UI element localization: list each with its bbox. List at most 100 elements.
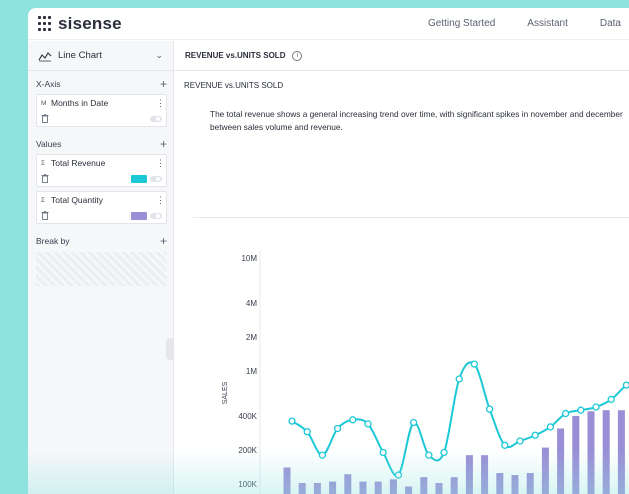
field-card-total-quantity[interactable]: Σ Total Quantity ⋮ (36, 191, 167, 224)
section-divider (193, 217, 629, 218)
nav-data[interactable]: Data (599, 18, 621, 29)
revenue-point (349, 416, 357, 424)
add-value-icon[interactable]: + (159, 137, 167, 151)
values-section: Values + Σ Total Revenue ⋮ Σ Total Q (28, 131, 173, 228)
quantity-bar (481, 455, 489, 494)
y-tick-label: 4M (246, 299, 257, 308)
narrative-text: The total revenue shows a general increa… (210, 108, 629, 134)
logo-icon (38, 16, 52, 32)
break-by-label: Break by (36, 236, 70, 246)
field-toggle[interactable] (150, 212, 162, 219)
more-options-icon[interactable]: ⋮ (156, 194, 165, 205)
more-options-icon[interactable]: ⋮ (156, 157, 165, 168)
nav-getting-started[interactable]: Getting Started (428, 18, 496, 29)
x-axis-label: X-Axis (36, 79, 61, 89)
widget-canvas: REVENUE vs.UNITS SOLD i REVENUE vs.UNITS… (175, 41, 629, 494)
line-chart-icon (38, 51, 52, 61)
narrative-line-1: The total revenue shows a general increa… (210, 109, 623, 119)
top-nav: Getting Started Assistant Data (428, 18, 621, 29)
quantity-bar (496, 473, 504, 494)
y-tick-label: 10M (241, 254, 257, 263)
revenue-point (394, 471, 403, 479)
chart-type-label: Line Chart (58, 50, 102, 61)
quantity-bar (313, 483, 321, 494)
revenue-point (364, 420, 372, 428)
revenue-point (409, 418, 418, 427)
trash-icon[interactable] (41, 174, 49, 183)
trash-icon[interactable] (41, 114, 49, 123)
quantity-bar (405, 486, 413, 494)
more-options-icon[interactable]: ⋮ (156, 97, 165, 108)
revenue-point (440, 448, 448, 457)
revenue-point (592, 403, 600, 411)
sidebar-collapse-handle[interactable] (166, 338, 174, 360)
field-toggle[interactable] (150, 175, 162, 182)
quantity-bar (602, 410, 610, 494)
info-icon[interactable]: i (292, 50, 303, 61)
revenue-point (425, 451, 433, 459)
trash-icon[interactable] (41, 211, 49, 220)
sisense-logo[interactable]: sisense (38, 14, 122, 34)
field-toggle[interactable] (150, 115, 162, 122)
widget-header: REVENUE vs.UNITS SOLD i (175, 41, 629, 71)
quantity-bar (389, 479, 397, 494)
quantity-bar (465, 455, 473, 494)
color-swatch[interactable] (131, 174, 147, 183)
revenue-units-chart: 10M 4M 2M 1M 400K 200K 100K SALES (222, 251, 629, 494)
revenue-point (470, 360, 479, 368)
field-card-total-revenue[interactable]: Σ Total Revenue ⋮ (36, 154, 167, 187)
quantity-bar (420, 477, 428, 494)
quantity-bar (511, 475, 519, 494)
quantity-bar (344, 474, 352, 494)
sigma-icon: Σ (41, 196, 46, 204)
y-tick-label: 200K (238, 446, 257, 455)
widget-designer-sidebar: Line Chart ⌄ X-Axis + M Months in Date ⋮ (28, 41, 174, 494)
add-x-axis-icon[interactable]: + (159, 77, 167, 91)
widget-title: REVENUE vs.UNITS SOLD (184, 81, 284, 90)
field-type-badge: M (41, 99, 47, 107)
quantity-bar (329, 481, 337, 494)
quantity-bar (617, 410, 625, 494)
revenue-point (561, 409, 570, 418)
field-card-months[interactable]: M Months in Date ⋮ (36, 94, 167, 127)
y-tick-label: 1M (246, 367, 257, 376)
revenue-point (318, 451, 327, 459)
quantity-bar (435, 483, 443, 494)
revenue-point (531, 431, 539, 439)
field-name: Total Quantity (51, 195, 103, 205)
quantity-bar (541, 447, 549, 494)
y-tick-label: 100K (238, 480, 257, 489)
revenue-point (501, 441, 509, 449)
revenue-point (607, 395, 615, 404)
quantity-bar (450, 477, 458, 494)
break-by-drop-zone[interactable] (36, 252, 167, 286)
y-axis-title: SALES (222, 381, 229, 404)
revenue-point (485, 405, 494, 413)
nav-assistant[interactable]: Assistant (527, 18, 568, 29)
top-bar: sisense Getting Started Assistant Data (28, 8, 629, 40)
y-tick-label: 400K (238, 412, 257, 421)
values-label: Values (36, 139, 62, 149)
revenue-point (379, 448, 387, 457)
revenue-point (288, 417, 296, 425)
y-tick-label: 2M (246, 333, 257, 342)
widget-header-title: REVENUE vs.UNITS SOLD (185, 51, 286, 60)
quantity-bar (587, 411, 595, 494)
app-window: sisense Getting Started Assistant Data L… (28, 8, 629, 494)
quantity-bar (283, 467, 291, 494)
revenue-point (577, 406, 585, 414)
chevron-down-icon[interactable]: ⌄ (155, 50, 163, 60)
quantity-bar (359, 481, 367, 494)
revenue-point (516, 437, 524, 445)
chart-type-selector[interactable]: Line Chart ⌄ (28, 41, 173, 71)
revenue-point (333, 424, 342, 433)
quantity-bar (572, 415, 580, 494)
field-name: Total Revenue (51, 158, 106, 168)
revenue-point (546, 423, 555, 431)
logo-text: sisense (58, 14, 122, 33)
revenue-point (455, 375, 463, 383)
quantity-bar (557, 428, 565, 494)
color-swatch[interactable] (131, 211, 147, 220)
break-by-section: Break by + (28, 228, 173, 290)
add-break-by-icon[interactable]: + (159, 234, 167, 248)
